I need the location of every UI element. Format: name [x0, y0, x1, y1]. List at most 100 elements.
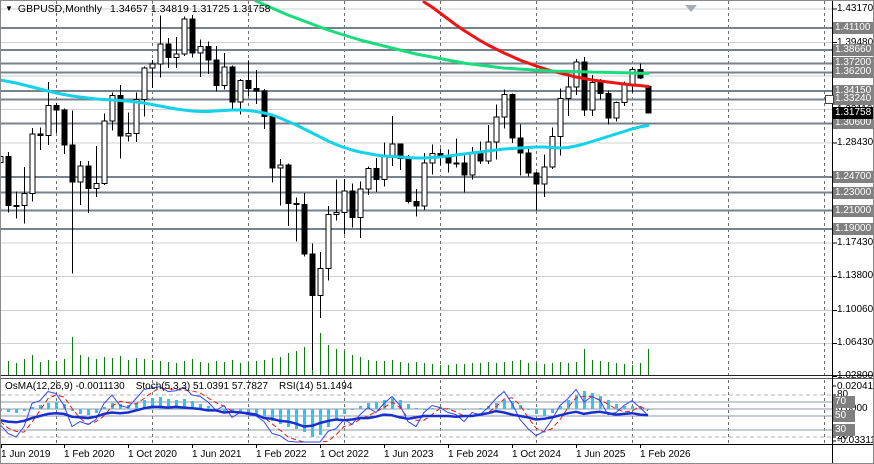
candle-body: [269, 115, 276, 169]
candle-body: [589, 82, 596, 111]
price-axis-label: 1.13800: [837, 270, 874, 282]
time-axis-label: 1 Feb 2026: [640, 449, 691, 460]
candle-body: [13, 204, 20, 207]
candle-body: [173, 53, 180, 59]
time-axis-label: 1 Jun 2019: [1, 449, 51, 460]
candle-body: [509, 94, 516, 139]
candle-body: [85, 165, 92, 190]
price-axis-label: 1.10060: [837, 304, 874, 316]
price-level-badge: 1.21000: [833, 204, 873, 217]
candle-body: [253, 88, 260, 92]
symbol-period-label: GBPUSD,Monthly: [17, 3, 102, 15]
price-level-badge: 1.33240: [833, 93, 873, 106]
candle-body: [581, 61, 588, 111]
stoch-main-line: [1, 386, 649, 443]
candle-body: [557, 98, 564, 138]
candle-body: [349, 190, 356, 219]
candle-body: [69, 144, 76, 183]
candle-body: [597, 82, 604, 94]
candle-body: [181, 18, 188, 55]
ma-line: [422, 1, 650, 88]
candle-body: [29, 133, 36, 194]
rsi-line: [1, 405, 649, 428]
candle-body: [365, 167, 372, 190]
time-axis-label: 1 Oct 2020: [128, 449, 177, 460]
candle-body: [421, 162, 428, 207]
candle-body: [189, 18, 196, 54]
time-axis-label: 1 Feb 2022: [256, 449, 307, 460]
indicator-labels: OsMA(12,26,9) -0.0011130 Stoch(5,3,3) 51.…: [5, 381, 363, 392]
candle-body: [469, 151, 476, 176]
price-level-badge: 1.23000: [833, 186, 873, 199]
candle-body: [517, 137, 524, 154]
panel-max-label: 0.0204197: [837, 381, 874, 392]
candle-body: [93, 182, 100, 190]
stoch-label: Stoch(5,3,3) 51.0391 57.7827: [135, 381, 269, 392]
time-axis-label: 1 Jun 2025: [576, 449, 626, 460]
price-axis-label: 1.43170: [837, 3, 874, 14]
candle-body: [453, 162, 460, 165]
time-axis-label: 1 Jun 2021: [192, 449, 242, 460]
price-level-badge: 1.19000: [833, 222, 873, 235]
candle-body: [357, 188, 364, 219]
candle-body: [445, 156, 452, 164]
candle-body: [413, 201, 420, 207]
candle-body: [293, 203, 300, 206]
candle-body: [333, 211, 340, 216]
candle-body: [397, 143, 404, 160]
candle-body: [325, 214, 332, 269]
panel-axis-label: 80: [837, 389, 849, 400]
price-level-badge: 1.30600: [833, 117, 873, 130]
candle-body: [613, 101, 620, 119]
candle-body: [309, 253, 316, 296]
candle-body: [117, 94, 124, 137]
panel-level-badge: 50: [833, 410, 855, 422]
osma-label: OsMA(12,26,9) -0.0011130: [5, 381, 125, 392]
price-level-badge: 1.37200: [833, 57, 873, 70]
candle-body: [645, 85, 652, 114]
candle-body: [549, 136, 556, 168]
osma-zero-label: 0.0000: [837, 403, 868, 414]
candle-body: [301, 203, 308, 255]
price-level-badge: 1.38660: [833, 44, 873, 57]
candle-body: [237, 79, 244, 103]
candle-body: [165, 43, 172, 59]
time-axis-label: 1 Jun 2023: [384, 449, 434, 460]
candle-body: [221, 66, 228, 87]
candle-body: [605, 92, 612, 119]
line-drag-handle[interactable]: [825, 94, 834, 104]
candle-body: [229, 66, 236, 103]
candle-body: [125, 133, 132, 137]
panel-level-badge: 70: [833, 396, 855, 408]
candle-body: [573, 61, 580, 88]
panel-axis-label: 20: [837, 431, 849, 442]
candle-body: [21, 192, 28, 206]
candle-body: [77, 165, 84, 183]
price-axis-label: 1.02800: [837, 370, 874, 382]
panel-level-badge: 30: [833, 424, 855, 436]
price-axis-label: 1.28430: [837, 137, 874, 149]
price-axis-label: 1.17430: [837, 237, 874, 249]
stoch-signal-line: [1, 387, 649, 443]
time-axis-label: 1 Oct 2024: [512, 449, 561, 460]
price-level-badge: 1.41100: [833, 21, 873, 34]
price-level-badge: 1.24700: [833, 171, 873, 184]
candle-body: [37, 133, 44, 137]
candle-body: [197, 46, 204, 54]
candle-body: [109, 94, 116, 122]
candle-body: [157, 43, 164, 65]
chart-shift-marker[interactable]: [685, 5, 697, 12]
candle-body: [373, 167, 380, 181]
candle-body: [45, 104, 52, 137]
candle-body: [133, 98, 140, 135]
candle-body: [341, 190, 348, 213]
candle-body: [277, 164, 284, 169]
symbol-dropdown-icon[interactable]: ▼: [5, 4, 13, 13]
candle-body: [205, 46, 212, 61]
candle-body: [405, 158, 412, 203]
candle-body: [493, 116, 500, 143]
candle-body: [389, 143, 396, 157]
rsi-label: RSI(14) 51.1494: [279, 381, 353, 392]
